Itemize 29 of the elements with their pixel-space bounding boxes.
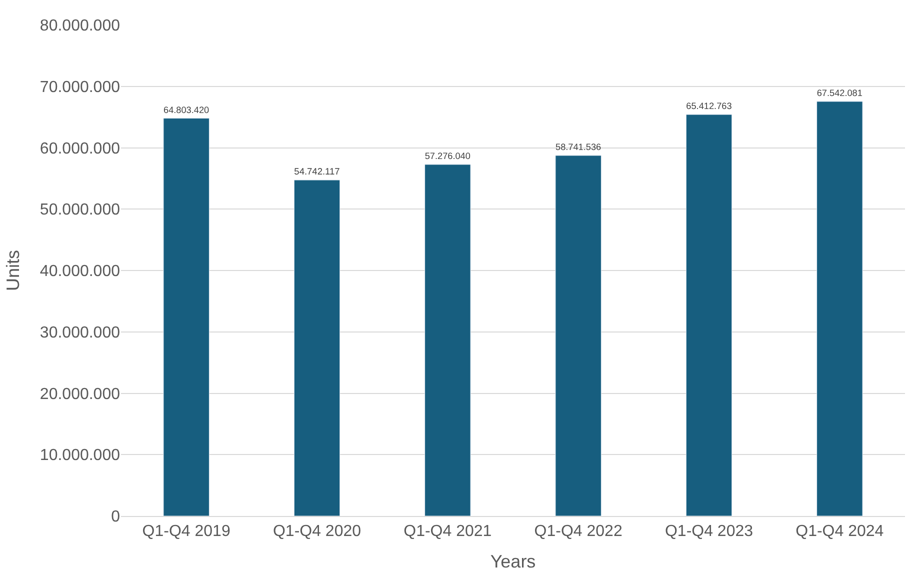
data-label: 67.542.081 (816, 88, 862, 98)
x-tick-label: Q1-Q4 2023 (664, 523, 754, 540)
x-tick-label: Q1-Q4 2020 (272, 523, 362, 540)
x-tick-label: Q1-Q4 2021 (404, 523, 492, 540)
data-label: 57.276.040 (424, 151, 470, 162)
bar (686, 114, 732, 516)
y-tick-label: 20.000.000 (40, 386, 120, 403)
y-tick-label: 50.000.000 (40, 202, 120, 219)
y-tick-label: 40.000.000 (40, 263, 120, 280)
y-tick-label: 70.000.000 (40, 78, 120, 96)
y-tick-label: 60.000.000 (40, 140, 120, 158)
data-label: 64.803.420 (164, 104, 210, 115)
bar (163, 118, 210, 516)
bar (294, 180, 340, 516)
data-label: 58.741.536 (556, 142, 602, 152)
y-tick-label: 80.000.000 (40, 18, 120, 35)
y-tick-label: 0 (111, 508, 120, 526)
bar (816, 101, 863, 516)
y-axis-title: Units (3, 250, 24, 292)
y-tick-label: 30.000.000 (40, 324, 120, 342)
bar (555, 155, 602, 516)
data-label: 54.742.117 (294, 166, 340, 177)
data-label: 65.412.763 (686, 101, 732, 112)
x-tick-label: Q1-Q4 2024 (796, 523, 884, 540)
x-axis-title: Years (490, 551, 536, 572)
x-tick-label: Q1-Q4 2019 (142, 523, 230, 540)
x-tick-label: Q1-Q4 2022 (534, 523, 622, 540)
bar (424, 164, 471, 516)
y-tick-label: 10.000.000 (40, 447, 120, 464)
